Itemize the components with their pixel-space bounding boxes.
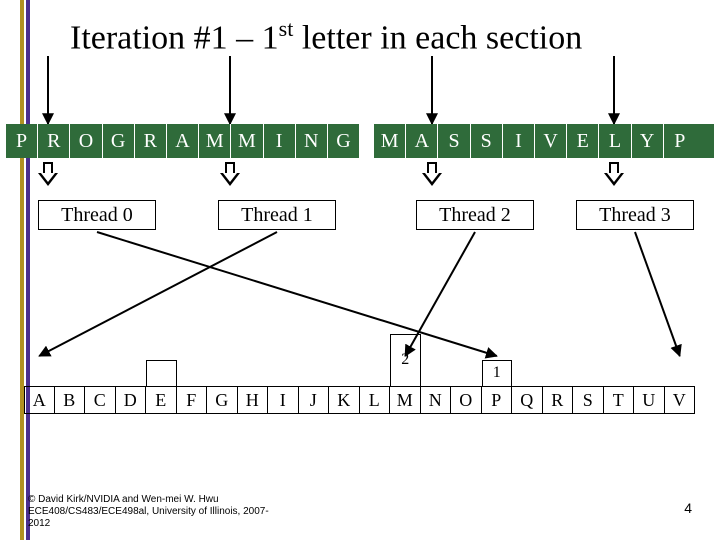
diagram-lines [0, 0, 720, 540]
row2-cell: M [390, 386, 421, 414]
row2-cell: V [665, 386, 696, 414]
row2-cell: Q [512, 386, 543, 414]
thread-label: Thread 0 [38, 200, 156, 230]
row2-cell: F [177, 386, 208, 414]
row1-cell: I [264, 124, 296, 158]
footer-l1: © David Kirk/NVIDIA and Wen-mei W. Hwu [28, 494, 269, 506]
slide-title: Iteration #1 – 1st letter in each sectio… [70, 16, 700, 57]
footer-l2: ECE408/CS483/ECE498al, University of Ill… [28, 506, 269, 518]
thread-label: Thread 2 [416, 200, 534, 230]
row2-cell: U [634, 386, 665, 414]
row1-cell: O [70, 124, 102, 158]
copyright-footer: © David Kirk/NVIDIA and Wen-mei W. Hwu E… [28, 494, 269, 530]
row2-cell: I [268, 386, 299, 414]
row1-cell: A [167, 124, 199, 158]
title-pre: Iteration #1 – 1 [70, 19, 279, 56]
row1-cell: E [567, 124, 599, 158]
row1-cell: P [664, 124, 696, 158]
row1-cell: N [296, 124, 328, 158]
row1-cell: L [599, 124, 631, 158]
row1-cell: V [535, 124, 567, 158]
letters-row-1: PROGRAMMINGMASSIVELYP [6, 124, 714, 158]
down-arrow-icon [422, 162, 442, 188]
row2-cell: H [238, 386, 269, 414]
row1-cell: M [374, 124, 406, 158]
row1-cell: P [6, 124, 38, 158]
down-arrow-icon [604, 162, 624, 188]
histogram-bar [146, 360, 177, 386]
letters-row-2: ABCDEFGHIJKLMNOPQRSTUV [24, 386, 695, 414]
accent-bar-1 [20, 0, 24, 540]
histogram-bar: 2 [390, 334, 421, 386]
row2-cell: J [299, 386, 330, 414]
row1-cell: G [103, 124, 135, 158]
row1-cell: A [406, 124, 438, 158]
row1-cell: G [328, 124, 360, 158]
down-arrow-icon [38, 162, 58, 188]
thread-label: Thread 1 [218, 200, 336, 230]
down-arrow-icon [220, 162, 240, 188]
thread-label: Thread 3 [576, 200, 694, 230]
row1-cell: R [135, 124, 167, 158]
row1-cell: M [231, 124, 263, 158]
row2-cell: E [146, 386, 177, 414]
row2-cell: C [85, 386, 116, 414]
row2-cell: G [207, 386, 238, 414]
row2-cell: K [329, 386, 360, 414]
row2-cell: N [421, 386, 452, 414]
row2-cell: B [55, 386, 86, 414]
row2-cell: D [116, 386, 147, 414]
row2-cell: T [604, 386, 635, 414]
row1-cell: I [503, 124, 535, 158]
row2-cell: S [573, 386, 604, 414]
row2-cell: R [543, 386, 574, 414]
row2-cell: A [24, 386, 55, 414]
accent-bar-2 [26, 0, 30, 540]
slide-number: 4 [684, 500, 692, 516]
row1-cell: R [38, 124, 70, 158]
footer-l3: 2012 [28, 518, 269, 530]
histogram-bar: 1 [482, 360, 513, 386]
row2-cell: L [360, 386, 391, 414]
title-post: letter in each section [293, 19, 582, 56]
row2-cell: O [451, 386, 482, 414]
row1-cell: S [471, 124, 503, 158]
row1-cell: M [199, 124, 231, 158]
title-sup: st [279, 16, 294, 41]
row1-cell: S [438, 124, 470, 158]
row1-cell: Y [632, 124, 664, 158]
row2-cell: P [482, 386, 513, 414]
